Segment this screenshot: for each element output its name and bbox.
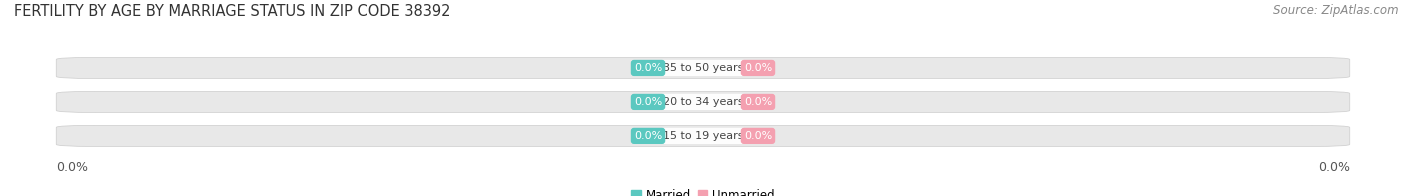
Text: 0.0%: 0.0% xyxy=(634,63,662,73)
FancyBboxPatch shape xyxy=(56,125,1350,146)
Text: 0.0%: 0.0% xyxy=(634,131,662,141)
Text: 20 to 34 years: 20 to 34 years xyxy=(662,97,744,107)
FancyBboxPatch shape xyxy=(56,57,1350,78)
Text: 0.0%: 0.0% xyxy=(744,63,772,73)
Text: 35 to 50 years: 35 to 50 years xyxy=(662,63,744,73)
Text: 0.0%: 0.0% xyxy=(1317,161,1350,174)
FancyBboxPatch shape xyxy=(56,91,1350,113)
Text: Source: ZipAtlas.com: Source: ZipAtlas.com xyxy=(1274,4,1399,17)
Text: 0.0%: 0.0% xyxy=(744,97,772,107)
Text: 0.0%: 0.0% xyxy=(56,161,89,174)
Legend: Married, Unmarried: Married, Unmarried xyxy=(627,184,779,196)
Text: FERTILITY BY AGE BY MARRIAGE STATUS IN ZIP CODE 38392: FERTILITY BY AGE BY MARRIAGE STATUS IN Z… xyxy=(14,4,450,19)
Text: 0.0%: 0.0% xyxy=(634,97,662,107)
Text: 0.0%: 0.0% xyxy=(744,131,772,141)
Text: 15 to 19 years: 15 to 19 years xyxy=(662,131,744,141)
